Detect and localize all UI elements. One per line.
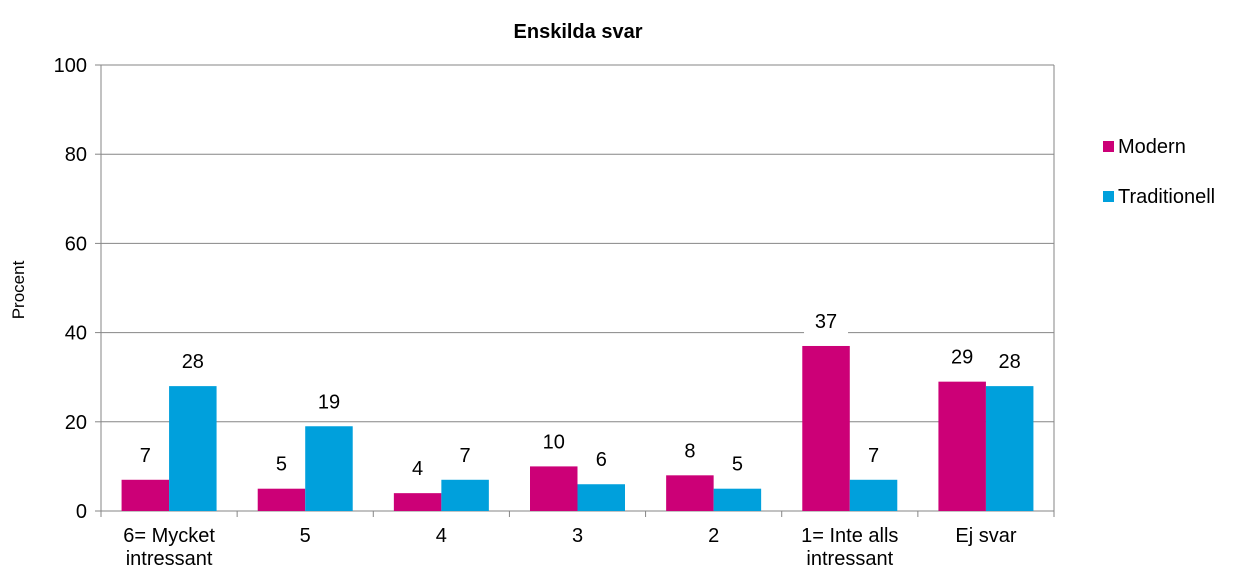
data-label-bg (940, 341, 985, 370)
legend-label: Modern (1118, 136, 1186, 158)
bar (441, 479, 489, 511)
bar (802, 345, 850, 511)
data-label: 5 (276, 454, 287, 476)
data-label-bg (123, 439, 168, 468)
legend-swatch (1103, 141, 1114, 152)
x-tick-label: 5 (299, 525, 311, 547)
bar (305, 426, 353, 511)
bar (257, 488, 306, 511)
data-label: 10 (543, 431, 565, 453)
data-label: 19 (318, 391, 340, 413)
data-label-bg (443, 439, 488, 468)
data-label: 8 (684, 440, 695, 462)
data-label-bg (306, 386, 351, 415)
y-tick-label: 100 (54, 55, 87, 77)
x-tick-label: 4 (435, 525, 447, 547)
data-label-bg (715, 448, 760, 477)
data-label: 7 (140, 445, 151, 467)
data-label-bg (531, 426, 576, 455)
data-label: 29 (951, 347, 973, 369)
bar (393, 493, 442, 511)
data-label: 28 (999, 351, 1021, 373)
y-tick-label: 60 (65, 233, 87, 255)
bar (713, 488, 762, 511)
bar (938, 381, 986, 511)
x-tick-label: Ej svar (955, 525, 1017, 547)
y-tick-label: 40 (65, 323, 87, 345)
data-label: 7 (460, 445, 471, 467)
bar (169, 386, 217, 511)
y-tick-label: 0 (76, 501, 87, 523)
data-label-bg (259, 448, 304, 477)
data-label-bg (395, 453, 440, 482)
bar (121, 479, 170, 511)
chart-title: Enskilda svar (514, 21, 643, 43)
data-label: 6 (596, 449, 607, 471)
bar (577, 484, 625, 511)
x-tick-label: 6= Mycket intressant (123, 525, 215, 570)
data-label-bg (987, 346, 1032, 375)
data-label: 5 (732, 454, 743, 476)
y-tick-label: 20 (65, 412, 87, 434)
legend-swatch (1103, 191, 1114, 202)
x-tick-label: 2 (708, 525, 720, 547)
legend-label: Traditionell (1118, 186, 1215, 208)
data-label: 4 (412, 458, 423, 480)
x-tick-label: 1= Inte alls intressant (801, 525, 899, 570)
bar (985, 386, 1034, 511)
data-label: 28 (182, 351, 204, 373)
data-label: 7 (868, 445, 879, 467)
data-label-bg (579, 444, 624, 473)
bar (849, 479, 898, 511)
x-tick-label: 3 (571, 525, 584, 547)
data-label-bg (170, 346, 215, 375)
data-label-bg (851, 439, 896, 468)
data-label-bg (804, 305, 849, 334)
data-label-bg (667, 435, 712, 464)
y-axis-label: Procent (9, 260, 28, 319)
data-label: 37 (815, 311, 837, 333)
y-tick-label: 80 (65, 144, 87, 166)
bar (666, 475, 714, 511)
bar (530, 466, 578, 511)
